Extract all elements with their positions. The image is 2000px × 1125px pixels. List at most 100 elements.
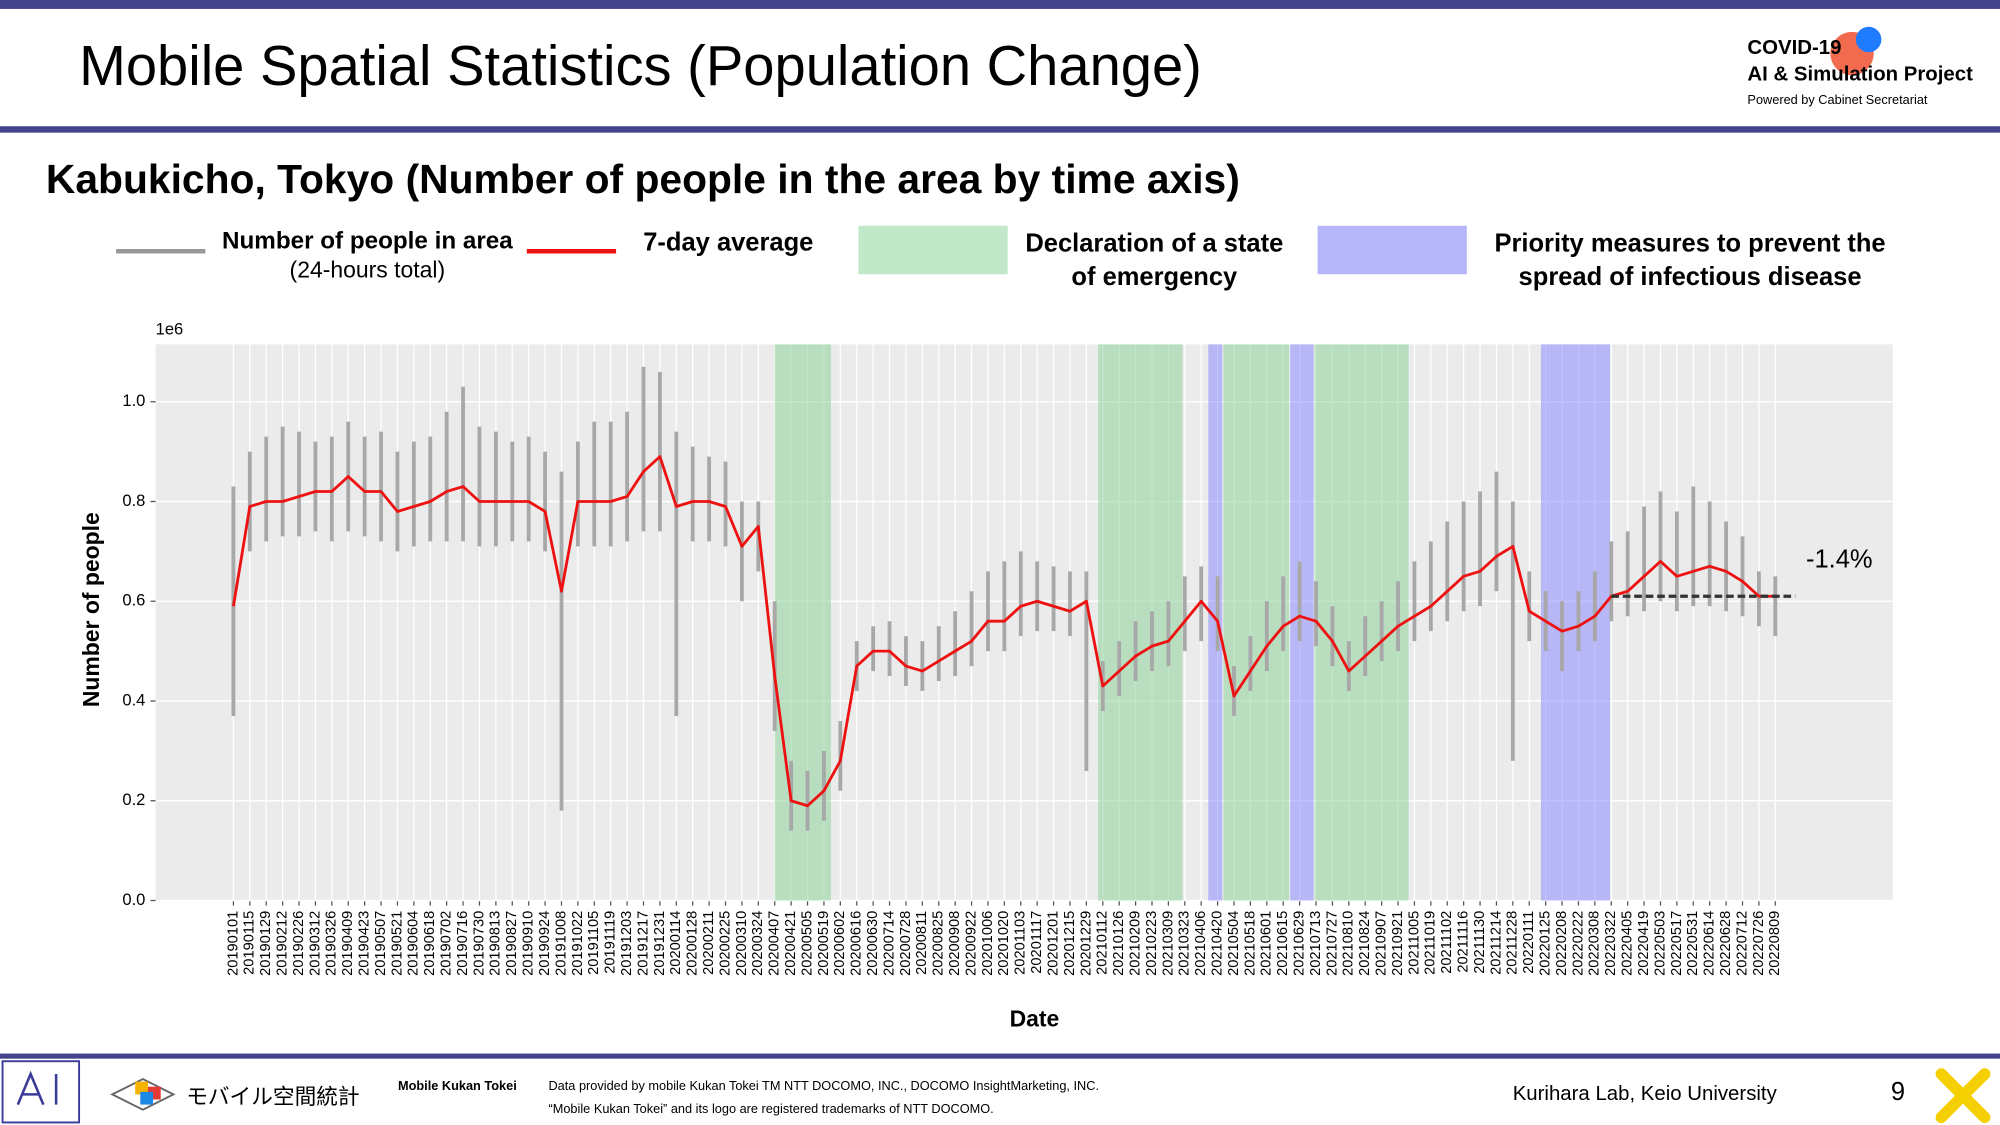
slide-title: Mobile Spatial Statistics (Population Ch… (79, 34, 1202, 97)
x-tick-label: 20190604 (406, 911, 422, 976)
x-tick-label: 20190827 (504, 911, 520, 976)
x-tick-label: 20210824 (1357, 911, 1373, 976)
x-tick-label: 20190423 (357, 911, 373, 976)
footer-bar (0, 1053, 2000, 1059)
y-axis-label: Number of people (78, 512, 104, 707)
x-tick-label: 20220405 (1620, 911, 1636, 976)
x-tick-label: 20210323 (1177, 911, 1193, 976)
x-tick-label: 20210209 (1127, 911, 1143, 976)
ai-logo (1, 1060, 81, 1124)
x-tick-label: 20190326 (324, 911, 340, 976)
chart-title: Kabukicho, Tokyo (Number of people in th… (46, 156, 1240, 202)
x-tick-label: 20210112 (1095, 911, 1111, 975)
x-tick-label: 20210309 (1160, 911, 1176, 976)
x-tick-label: 20220614 (1702, 911, 1718, 976)
x-tick-label: 20200211 (701, 911, 717, 975)
x-tick-label: 20190129 (258, 911, 274, 976)
y-tick-label: 0.6 (122, 591, 145, 610)
x-tick-label: 20211019 (1423, 911, 1439, 975)
x-tick-label: 20201020 (996, 911, 1012, 976)
x-tick-label: 20190507 (373, 911, 389, 976)
x-tick-label: 20220517 (1669, 911, 1685, 976)
x-tick-label: 20200825 (931, 911, 947, 976)
logo-text: AI & Simulation Project (1747, 64, 1973, 86)
period-span (1540, 344, 1611, 901)
x-tick-label: 20210406 (1193, 911, 1209, 976)
plot-area (155, 344, 1893, 901)
legend-note: (24-hours total) (290, 257, 446, 283)
x-tick-label: 20190924 (537, 911, 553, 976)
x-tick-label: 20201215 (1062, 911, 1078, 976)
x-tick-label: 20190226 (291, 911, 307, 976)
x-tick-label: 20210223 (1144, 911, 1160, 976)
x-tick-label: 20220419 (1636, 911, 1652, 976)
x-tick-label: 20200728 (898, 911, 914, 976)
x-tick-label: 20190702 (439, 911, 455, 976)
legend-label: Declaration of a state (1025, 230, 1283, 258)
x-tick-label: 20200407 (767, 911, 783, 976)
lab-name: Kurihara Lab, Keio University (1513, 1083, 1778, 1105)
credit: “Mobile Kukan Tokei” and its logo are re… (548, 1101, 993, 1116)
x-tick-label: 20190115 (242, 911, 258, 975)
legend-swatch (1317, 225, 1467, 275)
x-tick-label: 20220111 (1521, 911, 1537, 974)
x-tick-label: 20211228 (1505, 911, 1521, 975)
x-tick-label: 20220308 (1587, 911, 1603, 976)
x-tick-label: 20191203 (619, 911, 635, 976)
y-tick-label: 0.8 (122, 491, 145, 510)
x-tick-label: 20200811 (914, 911, 930, 975)
x-tick-label: 20220222 (1570, 911, 1586, 976)
x-tick-label: 20201201 (1045, 911, 1061, 976)
legend-swatch (858, 225, 1008, 275)
top-bar (0, 0, 2000, 9)
x-tick-label: 20200519 (816, 911, 832, 976)
x-tick-label: 20200922 (963, 911, 979, 976)
x-tick-label: 20200630 (865, 911, 881, 976)
y-tick-label: 0.0 (122, 890, 145, 909)
x-tick-label: 20200310 (734, 911, 750, 976)
brand-en: Mobile Kukan Tokei (398, 1078, 517, 1093)
x-tick-label: 20200324 (750, 911, 766, 976)
x-tick-label: 20210615 (1275, 911, 1291, 976)
x-tick-label: 20200225 (717, 911, 733, 976)
x-tick-label: 20200114 (668, 911, 684, 975)
x-tick-label: 20220628 (1718, 911, 1734, 976)
x-tick-label: 20191119 (603, 911, 619, 974)
x-tick-label: 20210713 (1308, 911, 1324, 976)
x-tick-label: 20211102 (1439, 911, 1455, 974)
x-tick-label: 20220726 (1751, 911, 1767, 976)
x-tick-label: 20190910 (521, 911, 537, 976)
y-offset-label: 1e6 (156, 320, 184, 339)
legend-label: Priority measures to prevent the (1494, 230, 1885, 258)
x-tick-label: 20220208 (1554, 911, 1570, 976)
y-tick-label: 0.2 (122, 790, 145, 809)
x-tick-label: 20211130 (1472, 911, 1488, 974)
period-span (1314, 344, 1409, 901)
x-tick-label: 20210629 (1291, 911, 1307, 976)
x-tick-label: 20191008 (553, 911, 569, 976)
x-tick-label: 20200128 (685, 911, 701, 976)
x-tick-label: 20210727 (1324, 911, 1340, 976)
x-tick-label: 20190521 (389, 911, 405, 976)
x-tick-label: 20200908 (947, 911, 963, 976)
credit: Data provided by mobile Kukan Tokei TM N… (548, 1078, 1099, 1093)
x-tick-label: 20190716 (455, 911, 471, 976)
x-tick-label: 20220503 (1652, 911, 1668, 976)
x-tick-label: 20220125 (1538, 911, 1554, 976)
logo-text: COVID-19 (1747, 37, 1841, 59)
x-tick-label: 20190212 (275, 911, 291, 976)
x-tick-label: 20210810 (1341, 911, 1357, 976)
y-tick-label: 1.0 (122, 391, 145, 410)
logo-sub: Powered by Cabinet Secretariat (1747, 92, 1927, 107)
x-tick-label: 20210601 (1259, 911, 1275, 976)
legend-label: Number of people in area (222, 228, 513, 255)
x-tick-label: 20210518 (1242, 911, 1258, 976)
x-tick-label: 20210420 (1209, 911, 1225, 976)
average-line (232, 455, 1776, 808)
period-span (1290, 344, 1314, 901)
legend-label: of emergency (1071, 263, 1238, 291)
x-tick-label: 20191022 (570, 911, 586, 976)
x-tick-label: 20211005 (1406, 911, 1422, 975)
x-tick-label: 20200505 (799, 911, 815, 976)
